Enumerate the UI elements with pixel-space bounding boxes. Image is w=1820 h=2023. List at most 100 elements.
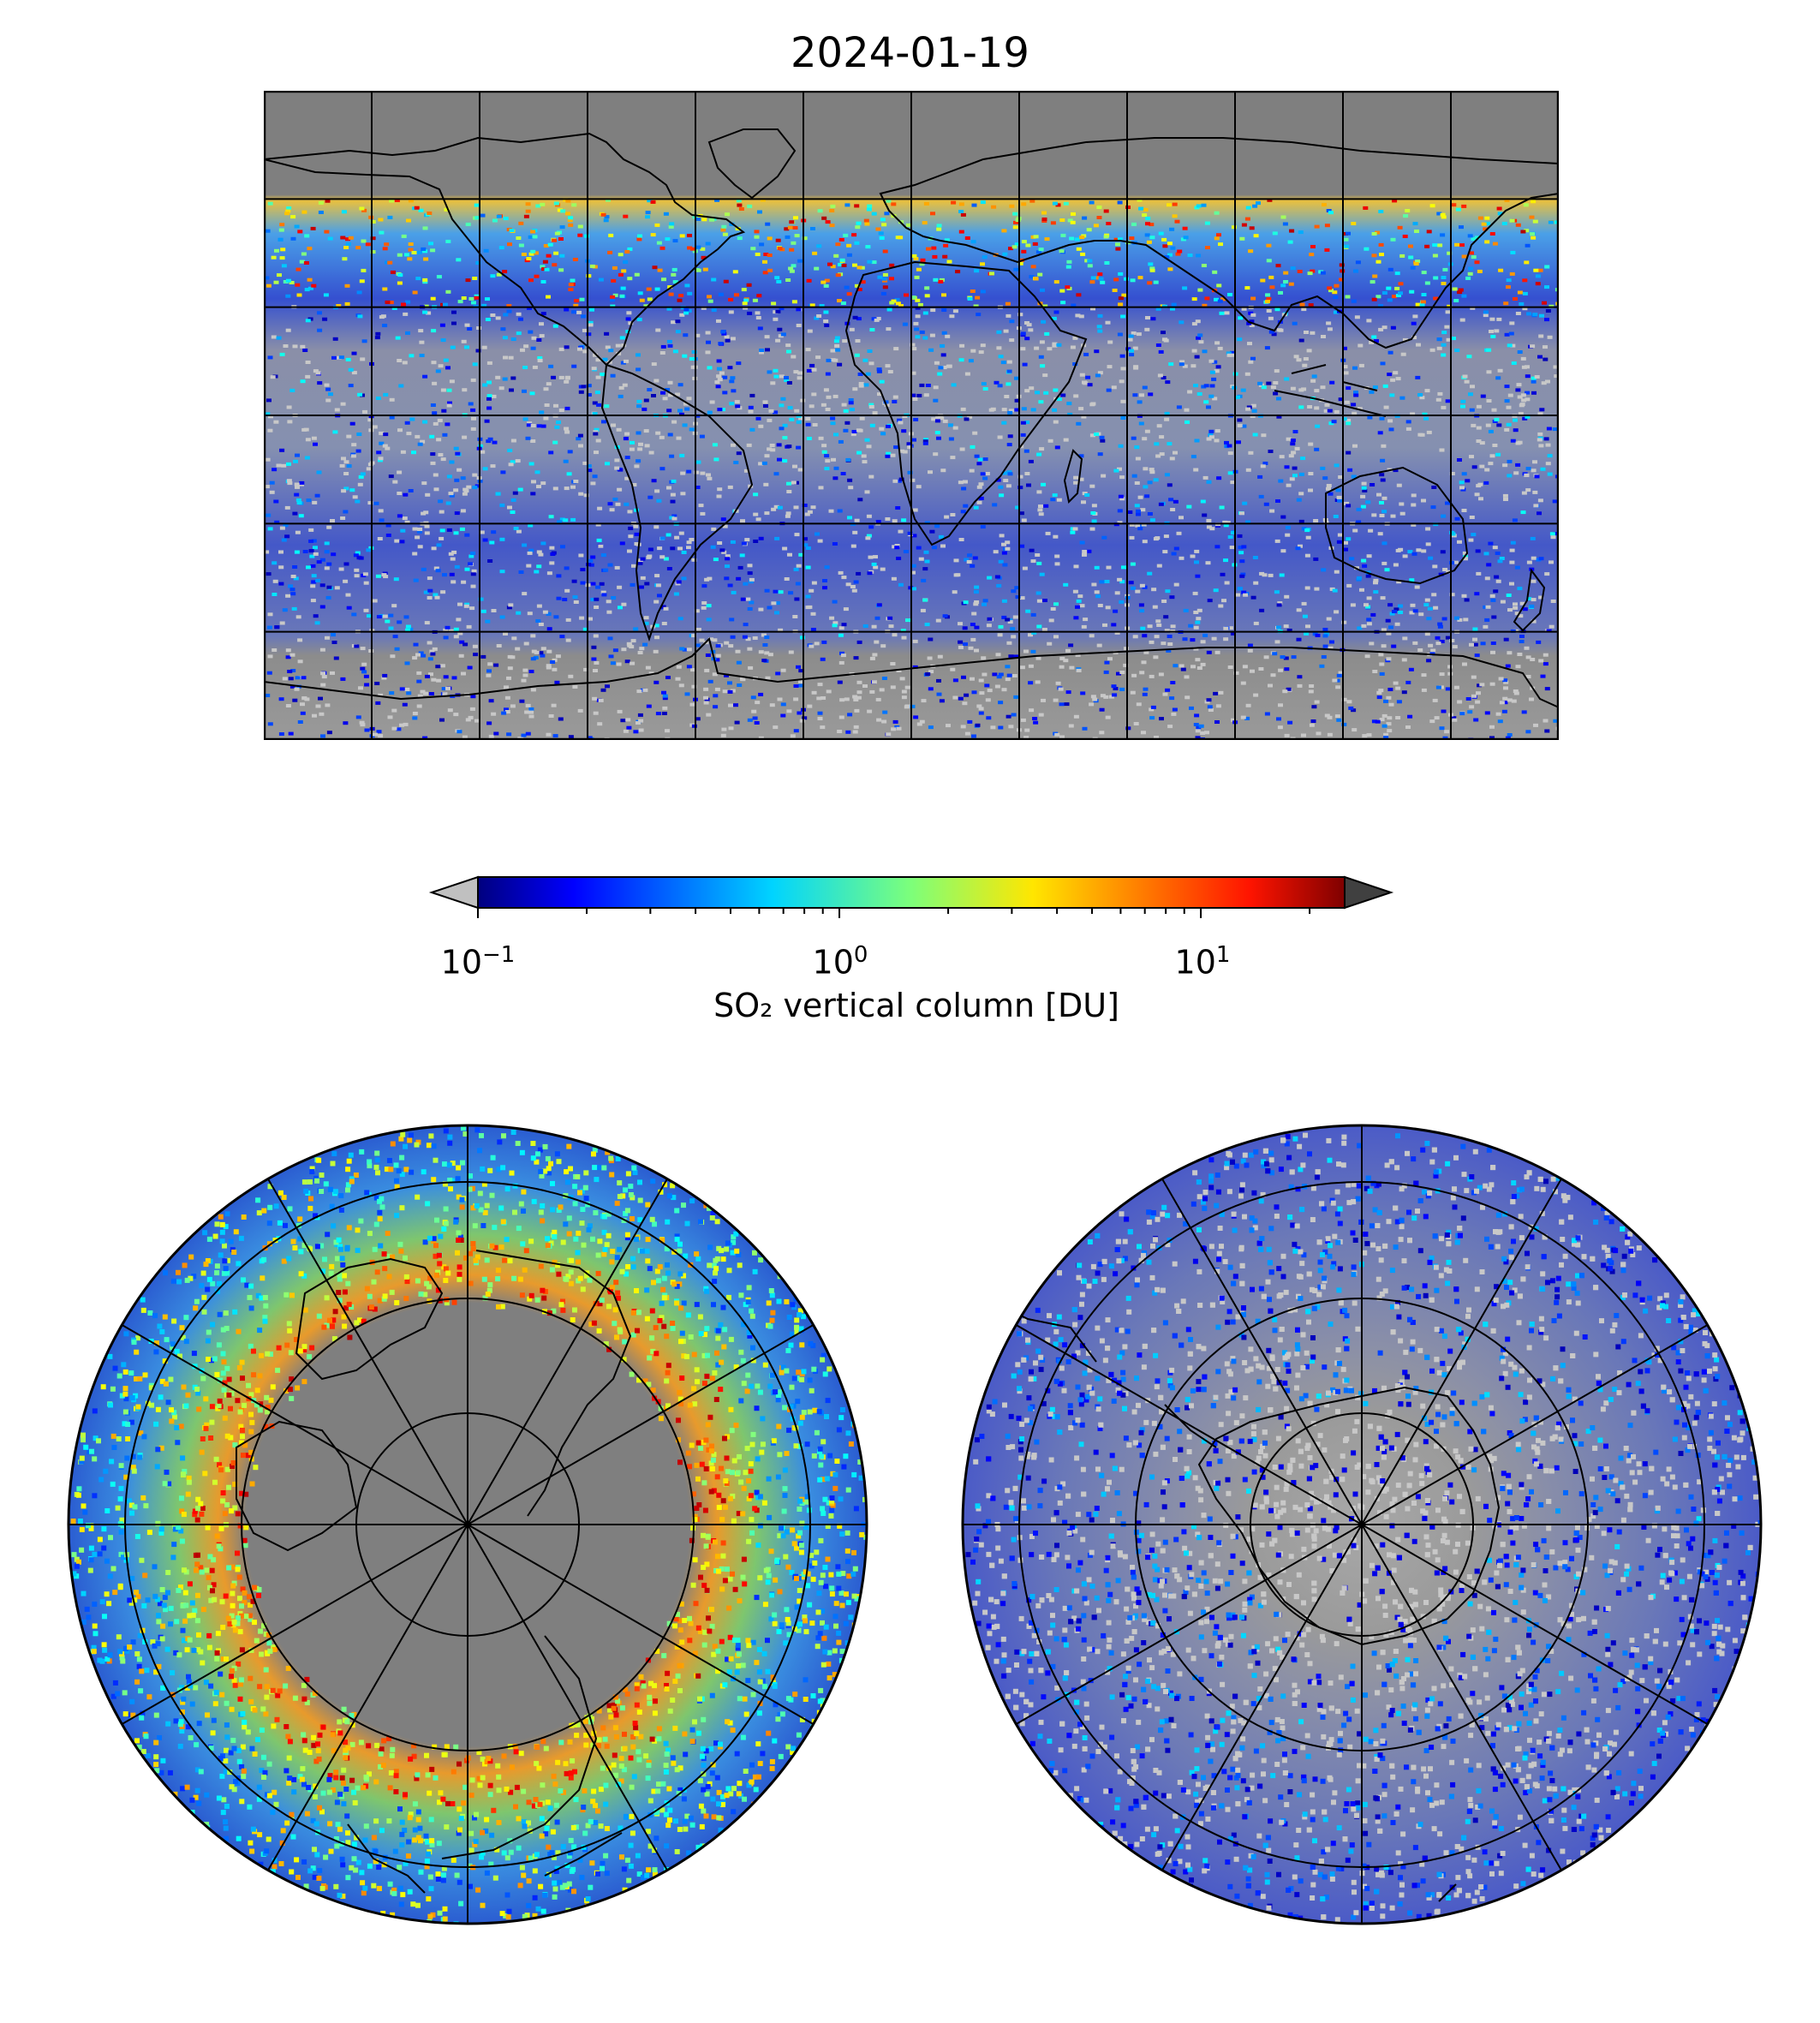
so2-pixel — [326, 562, 332, 566]
so2-pixel — [1530, 232, 1535, 236]
so2-pixel — [1454, 242, 1460, 247]
so2-pixel — [837, 509, 843, 513]
so2-pixel — [1334, 714, 1340, 719]
so2-pixel — [728, 644, 734, 648]
so2-pixel — [1341, 417, 1347, 421]
so2-pixel — [214, 1533, 220, 1539]
so2-pixel — [695, 717, 701, 721]
so2-pixel — [1258, 667, 1264, 671]
so2-pixel — [319, 605, 325, 609]
so2-pixel — [305, 319, 311, 323]
so2-pixel — [1118, 494, 1124, 498]
so2-pixel — [1030, 559, 1036, 564]
so2-pixel — [1486, 348, 1492, 352]
so2-pixel — [480, 1756, 486, 1762]
so2-pixel — [754, 235, 760, 239]
so2-pixel — [1521, 398, 1527, 403]
so2-pixel — [1053, 698, 1059, 702]
so2-pixel — [1457, 700, 1463, 704]
so2-pixel — [1513, 471, 1519, 475]
so2-pixel — [472, 277, 478, 280]
so2-pixel — [857, 1459, 863, 1465]
so2-pixel — [1525, 730, 1531, 734]
so2-pixel — [1055, 203, 1061, 207]
so2-pixel — [737, 236, 743, 241]
so2-pixel — [1052, 343, 1058, 348]
so2-pixel — [550, 1180, 555, 1186]
so2-pixel — [1515, 441, 1521, 445]
so2-pixel — [1047, 642, 1053, 646]
so2-pixel — [1149, 236, 1155, 240]
so2-pixel — [974, 585, 980, 589]
so2-pixel — [1496, 317, 1502, 321]
so2-pixel — [637, 713, 643, 717]
so2-pixel — [1472, 642, 1478, 647]
so2-pixel — [263, 1423, 269, 1429]
so2-pixel — [871, 212, 877, 216]
so2-pixel — [334, 586, 340, 590]
so2-pixel — [848, 486, 854, 490]
so2-pixel — [1454, 349, 1460, 352]
so2-pixel — [482, 383, 488, 387]
so2-pixel — [472, 644, 478, 648]
so2-pixel — [455, 451, 461, 456]
so2-pixel — [946, 364, 952, 368]
so2-pixel — [165, 1570, 171, 1575]
so2-pixel — [709, 1376, 715, 1381]
so2-pixel — [573, 303, 579, 307]
so2-pixel — [727, 681, 732, 685]
so2-pixel — [157, 1601, 163, 1607]
so2-pixel — [722, 524, 728, 528]
so2-pixel — [531, 480, 536, 484]
so2-pixel — [553, 403, 558, 408]
so2-pixel — [1036, 561, 1042, 565]
coastline-indonesia — [1274, 364, 1387, 417]
so2-pixel — [1512, 518, 1518, 522]
so2-pixel — [1196, 666, 1202, 670]
so2-pixel — [1023, 649, 1029, 653]
so2-pixel — [1080, 691, 1086, 695]
so2-pixel — [922, 441, 928, 445]
so2-pixel — [716, 319, 721, 323]
so2-pixel — [409, 417, 415, 421]
so2-pixel — [1441, 617, 1447, 621]
so2-pixel — [637, 291, 643, 295]
so2-pixel — [904, 293, 909, 297]
so2-pixel — [797, 468, 803, 472]
so2-pixel — [824, 323, 830, 327]
so2-pixel — [353, 553, 359, 558]
so2-pixel — [558, 268, 564, 272]
so2-pixel — [1142, 437, 1148, 441]
so2-pixel — [1091, 519, 1097, 523]
so2-pixel — [310, 599, 316, 603]
so2-pixel — [618, 1756, 624, 1762]
so2-pixel — [1333, 295, 1339, 299]
so2-pixel — [378, 458, 383, 462]
so2-pixel — [1423, 603, 1429, 607]
so2-pixel — [713, 558, 719, 562]
so2-pixel — [361, 662, 367, 666]
so2-pixel — [1193, 384, 1198, 388]
so2-pixel — [639, 585, 644, 589]
so2-pixel — [1289, 229, 1295, 233]
so2-pixel — [902, 322, 908, 326]
so2-pixel — [724, 673, 729, 677]
so2-pixel — [309, 554, 315, 558]
so2-pixel — [1011, 589, 1017, 594]
so2-pixel — [747, 718, 753, 722]
so2-pixel — [688, 1620, 694, 1626]
so2-pixel — [686, 397, 692, 401]
so2-pixel — [695, 333, 701, 337]
so2-pixel — [1286, 687, 1292, 691]
so2-pixel — [654, 223, 660, 227]
so2-pixel — [1522, 416, 1528, 421]
so2-pixel — [376, 615, 382, 619]
so2-pixel — [1042, 304, 1048, 308]
so2-pixel — [764, 651, 770, 655]
so2-pixel — [761, 659, 767, 663]
so2-pixel — [1041, 698, 1046, 702]
so2-pixel — [762, 400, 768, 404]
so2-pixel — [850, 544, 856, 548]
so2-pixel — [888, 624, 894, 629]
so2-pixel — [1266, 309, 1272, 313]
